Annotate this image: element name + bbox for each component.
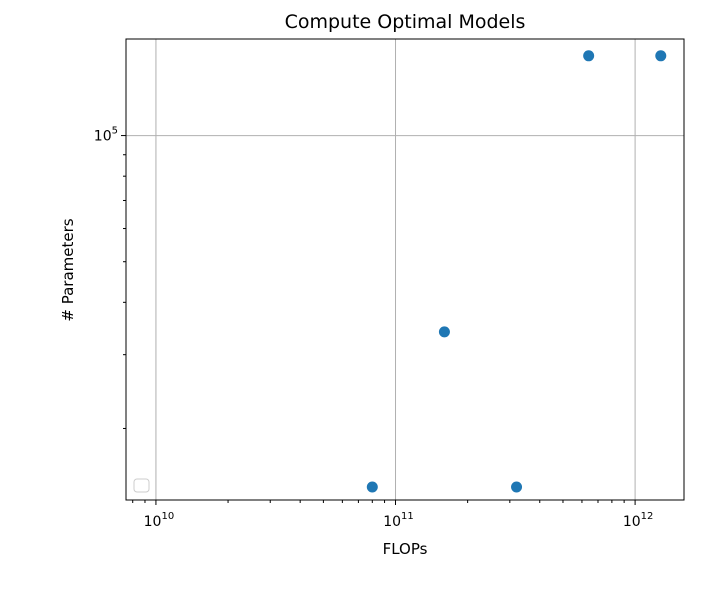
legend-box [133,478,150,493]
scatter-point [655,50,667,62]
y-tick-label: 105 [94,126,118,145]
x-axis-label: FLOPs [383,540,428,558]
y-axis-label: # Parameters [59,218,77,321]
scatter-point [583,50,595,62]
scatter-point [438,326,450,338]
scatter-point [366,481,378,493]
scatter-point [511,481,523,493]
x-tick-label: 1011 [383,511,414,530]
x-tick-label: 1010 [144,511,175,530]
x-tick-label: 1012 [623,511,654,530]
tick-labels: 1010 1011 1012 105 [94,126,654,530]
chart-title: Compute Optimal Models [285,11,526,33]
data-points [366,50,667,493]
plot-frame [125,38,685,501]
grid-lines [126,39,684,500]
